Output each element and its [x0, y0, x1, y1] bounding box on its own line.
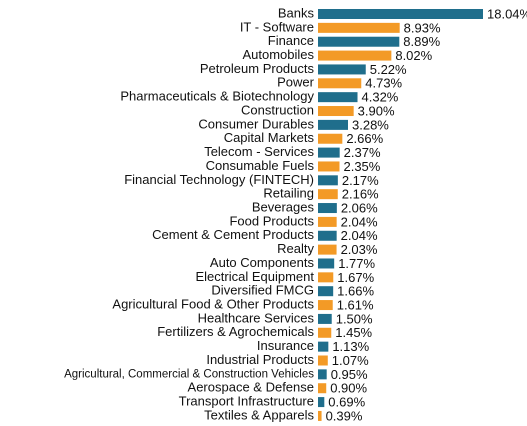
bar [318, 9, 483, 19]
value-label: 2.16% [342, 187, 379, 202]
category-label: Transport Infrastructure [179, 394, 314, 409]
category-label: Automobiles [242, 47, 314, 62]
value-label: 1.13% [332, 339, 369, 354]
bar [318, 119, 348, 130]
category-label: Agricultural, Commercial & Construction … [64, 368, 314, 380]
bar [318, 258, 335, 269]
bar [318, 203, 337, 214]
value-label: 5.22% [370, 62, 407, 77]
category-label: Beverages [252, 199, 315, 214]
value-label: 0.39% [326, 408, 363, 423]
value-label: 3.28% [352, 117, 389, 132]
bar [318, 147, 340, 158]
value-label: 1.61% [337, 297, 374, 312]
value-label: 2.04% [341, 214, 378, 229]
value-label: 1.66% [337, 284, 374, 299]
value-label: 1.50% [336, 311, 373, 326]
value-label: 8.93% [404, 20, 441, 35]
value-label: 8.89% [403, 34, 440, 49]
bar [318, 313, 332, 324]
category-label: Auto Components [210, 255, 315, 270]
value-label: 2.06% [341, 200, 378, 215]
bar [318, 341, 329, 352]
value-label: 1.67% [337, 270, 374, 285]
category-label: Telecom - Services [204, 144, 314, 159]
bar [318, 272, 334, 283]
bar [318, 189, 338, 200]
category-label: Food Products [229, 213, 314, 228]
category-label: Agricultural Food & Other Products [112, 296, 314, 311]
category-label: IT - Software [240, 19, 314, 34]
category-label: Textiles & Apparels [204, 407, 314, 422]
bar [318, 244, 337, 255]
value-label: 1.07% [332, 353, 369, 368]
value-label: 0.90% [330, 381, 367, 396]
category-label: Insurance [257, 338, 314, 353]
bar [318, 327, 332, 338]
value-label: 0.95% [331, 367, 368, 382]
value-label: 0.69% [328, 395, 365, 410]
bar [318, 36, 400, 47]
bar [318, 300, 333, 311]
category-label: Retailing [263, 186, 314, 201]
value-label: 1.77% [338, 256, 375, 271]
category-label: Fertilizers & Agrochemicals [157, 324, 314, 339]
category-label: Banks [278, 5, 315, 20]
category-label: Capital Markets [224, 130, 315, 145]
bar [318, 22, 400, 33]
category-label: Healthcare Services [198, 310, 315, 325]
bar [318, 175, 338, 186]
bar [318, 410, 322, 421]
value-label: 2.35% [343, 159, 380, 174]
category-label: Pharmaceuticals & Biotechnology [120, 89, 314, 104]
bar [318, 50, 392, 61]
value-label: 2.17% [342, 173, 379, 188]
value-label: 2.04% [341, 228, 378, 243]
bar [318, 216, 337, 227]
value-label: 2.03% [341, 242, 378, 257]
bar [318, 92, 358, 103]
category-label: Cement & Cement Products [152, 227, 314, 242]
category-label: Consumable Fuels [206, 158, 315, 173]
bar [318, 78, 362, 89]
category-label: Realty [277, 241, 314, 256]
category-label: Construction [241, 102, 314, 117]
category-label: Petroleum Products [200, 61, 315, 76]
bar [318, 106, 354, 117]
category-label: Finance [268, 33, 314, 48]
value-label: 8.02% [395, 48, 432, 63]
bar [318, 369, 327, 380]
bar [318, 64, 366, 75]
category-label: Power [277, 75, 315, 90]
bar [318, 133, 343, 144]
value-label: 2.66% [346, 131, 383, 146]
category-label: Industrial Products [206, 352, 314, 367]
bar [318, 161, 340, 172]
bar [318, 230, 337, 241]
category-label: Financial Technology (FINTECH) [124, 172, 314, 187]
value-label: 3.90% [358, 103, 395, 118]
value-label: 4.32% [362, 90, 399, 105]
category-label: Consumer Durables [198, 116, 314, 131]
value-label: 1.45% [335, 325, 372, 340]
value-label: 4.73% [365, 76, 402, 91]
bar [318, 355, 328, 366]
category-label: Diversified FMCG [211, 283, 314, 298]
bar [318, 286, 334, 297]
category-label: Aerospace & Defense [188, 380, 314, 395]
bar [318, 383, 327, 394]
value-label: 18.04% [487, 6, 527, 21]
bar [318, 397, 325, 408]
category-label: Electrical Equipment [196, 269, 315, 284]
value-label: 2.37% [344, 145, 381, 160]
